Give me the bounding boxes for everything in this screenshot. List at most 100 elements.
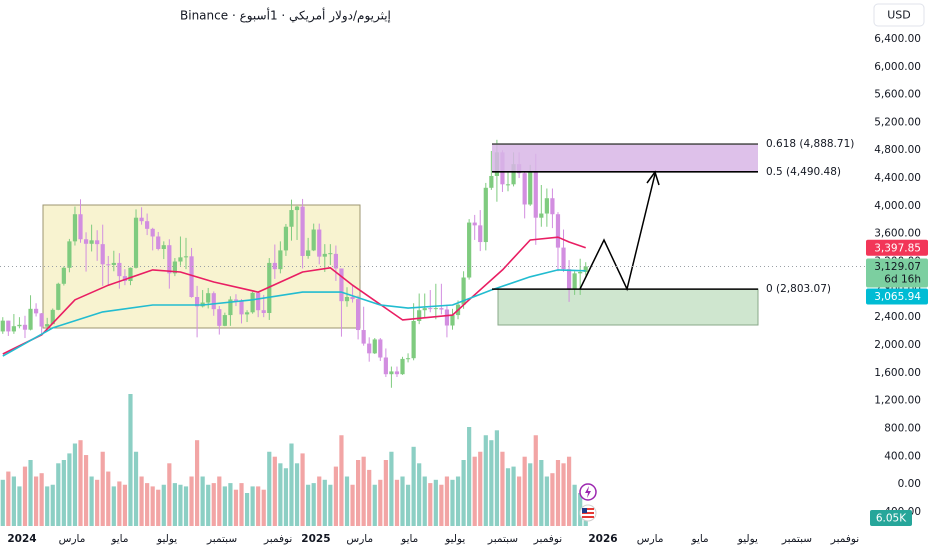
candle-body xyxy=(133,217,139,268)
candle-body xyxy=(211,293,216,310)
volume-bar xyxy=(6,471,11,526)
candle-body xyxy=(0,320,5,332)
volume-bar xyxy=(72,443,78,526)
candle-body xyxy=(461,277,466,305)
flag-canton xyxy=(582,508,587,513)
time-axis: 2024 مارس مايو يوليو سبتمبر نوفمبر 2025 مارس ماي… xyxy=(7,533,859,545)
price-badge xyxy=(866,258,928,288)
candle-body xyxy=(378,339,383,358)
candle-body xyxy=(83,239,89,244)
volume-bar xyxy=(311,483,316,526)
volume-bar xyxy=(317,476,322,526)
candle-body xyxy=(544,198,549,214)
candle-body xyxy=(217,309,222,326)
volume-bar xyxy=(450,479,455,526)
chart-title: إيثريوم/دولار أمريكي · 1أسبوع · Binance xyxy=(180,8,391,24)
volume-bar xyxy=(283,468,289,526)
volume-bar xyxy=(45,486,50,526)
volume-bar xyxy=(300,453,305,526)
candle-layer xyxy=(0,139,588,388)
volume-bar xyxy=(472,456,477,526)
candle-body xyxy=(194,296,200,307)
volume-bar xyxy=(294,463,300,526)
candle-body xyxy=(228,299,233,316)
candle-body xyxy=(367,343,372,354)
volume-bar xyxy=(78,440,83,526)
x-tick-label: يوليو xyxy=(444,533,465,545)
volume-bar xyxy=(95,479,100,526)
candle-body xyxy=(550,198,555,215)
candle-body xyxy=(478,225,483,243)
volume-layer xyxy=(0,394,588,526)
candle-body xyxy=(89,240,94,244)
candle-body xyxy=(444,309,450,326)
candle-body xyxy=(350,296,355,300)
volume-badge-label: 6.05K xyxy=(876,513,907,525)
volume-bar xyxy=(233,489,239,526)
volume-bar xyxy=(183,486,189,526)
candle-body xyxy=(111,262,116,265)
volume-bar xyxy=(244,493,250,526)
volume-bar xyxy=(61,460,66,526)
candle-body xyxy=(361,330,366,344)
volume-bar xyxy=(0,479,5,526)
projection-arrow xyxy=(579,173,656,292)
currency-button[interactable] xyxy=(873,3,925,27)
volume-bar xyxy=(467,427,472,526)
fib-label: 0.618 (4,888.71) xyxy=(766,138,854,150)
x-tick-label: نوفمبر xyxy=(263,533,292,545)
volume-bar xyxy=(111,486,116,526)
volume-bar xyxy=(172,483,177,526)
y-tick-label: 1,200.00 xyxy=(874,395,921,407)
volume-bar xyxy=(528,463,533,526)
volume-bar xyxy=(361,456,366,526)
candle-body xyxy=(467,222,472,278)
candle-body xyxy=(566,269,572,290)
price-axis: 6,400.00 6,000.00 5,600.00 5,200.00 4,800.00… xyxy=(865,33,921,518)
volume-bar xyxy=(228,483,233,526)
volume-bar xyxy=(550,473,555,526)
candle-body xyxy=(239,300,244,315)
x-tick-label: 2026 xyxy=(588,533,617,545)
volume-bar xyxy=(156,489,161,526)
candle-body xyxy=(289,210,294,227)
volume-bar xyxy=(444,476,450,526)
volume-bar xyxy=(11,476,16,526)
candle-body xyxy=(100,244,105,265)
volume-bar xyxy=(50,484,55,526)
candle-body xyxy=(250,292,255,313)
y-tick-label: 400.00 xyxy=(884,450,921,462)
volume-bar xyxy=(128,394,133,526)
fib-label: 0 (2,803.07) xyxy=(766,283,831,295)
volume-bar xyxy=(194,440,200,526)
x-tick-label: مايو xyxy=(691,533,709,545)
candle-body xyxy=(511,164,516,185)
volume-bar xyxy=(145,483,150,526)
y-tick-label: 4,800.00 xyxy=(874,144,921,156)
volume-bar xyxy=(572,484,577,526)
volume-bar xyxy=(566,456,572,526)
volume-bar xyxy=(261,489,266,526)
candle-body xyxy=(117,262,122,277)
candle-body xyxy=(561,247,566,270)
candle-body xyxy=(344,296,350,302)
currency-label[interactable]: USD xyxy=(887,9,911,22)
candle-body xyxy=(122,276,128,281)
candle-body xyxy=(206,293,211,303)
x-tick-label: مايو xyxy=(400,533,418,545)
volume-bar xyxy=(200,476,205,526)
volume-bar xyxy=(411,446,416,526)
candle-body xyxy=(39,313,44,327)
candle-body xyxy=(533,171,538,218)
volume-bar xyxy=(289,443,294,526)
volume-bar xyxy=(106,471,111,526)
volume-bar xyxy=(539,460,544,526)
x-tick-label: مايو xyxy=(110,533,128,545)
volume-bar xyxy=(328,484,333,526)
volume-bar xyxy=(139,476,144,526)
volume-bar xyxy=(555,460,561,526)
candle-body xyxy=(283,226,289,251)
y-tick-label: 5,200.00 xyxy=(874,116,921,128)
volume-bar xyxy=(178,484,183,526)
